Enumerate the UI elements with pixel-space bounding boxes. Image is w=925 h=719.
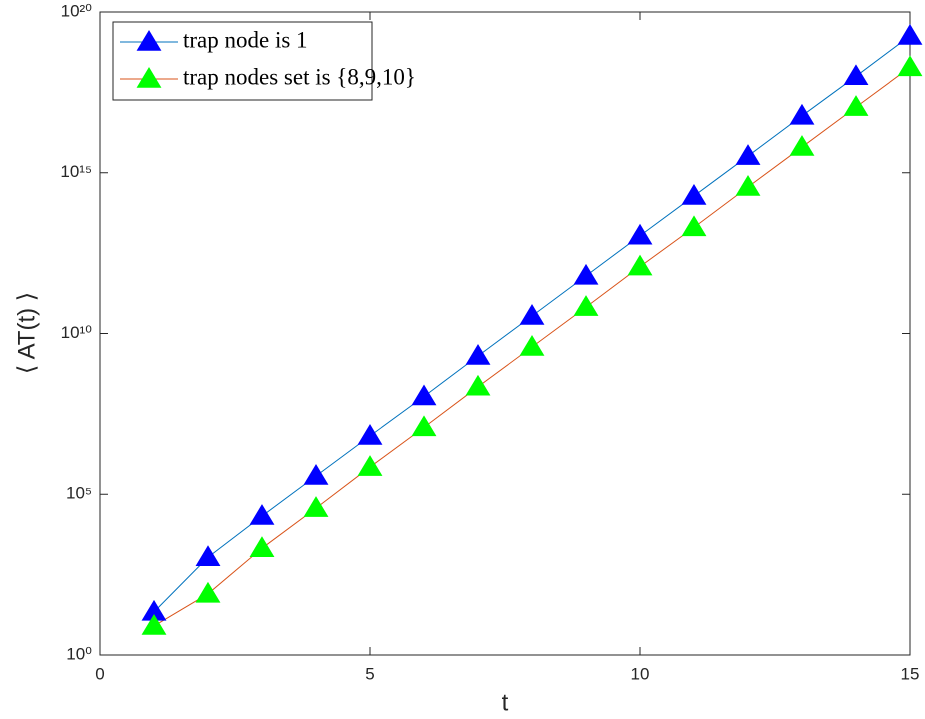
marker xyxy=(735,144,761,165)
marker xyxy=(249,536,275,557)
x-tick-label: 10 xyxy=(631,664,650,683)
x-axis-label: t xyxy=(502,689,509,716)
marker xyxy=(681,183,707,205)
marker xyxy=(249,504,275,525)
marker xyxy=(195,581,221,603)
legend-label: trap node is 1 xyxy=(183,27,308,52)
marker xyxy=(735,175,761,196)
marker xyxy=(357,423,383,445)
marker xyxy=(303,496,329,517)
legend-marker xyxy=(136,30,162,51)
marker xyxy=(843,64,869,86)
y-tick-label: 10¹⁵ xyxy=(60,162,92,181)
y-tick-label: 10⁵ xyxy=(66,484,92,503)
y-axis-label: ⟨ AT(t) ⟩ xyxy=(13,292,40,374)
y-tick-label: 10⁰ xyxy=(66,644,92,663)
marker xyxy=(627,254,653,276)
y-tick-label: 10¹⁰ xyxy=(61,323,93,342)
marker xyxy=(411,415,437,437)
marker xyxy=(141,613,167,635)
marker xyxy=(627,223,653,245)
x-tick-label: 0 xyxy=(95,664,104,683)
marker xyxy=(573,263,599,285)
marker xyxy=(843,95,869,116)
marker xyxy=(303,464,329,485)
marker xyxy=(519,335,545,356)
marker xyxy=(357,455,383,476)
legend-label: trap nodes set is {8,9,10} xyxy=(183,64,416,89)
marker xyxy=(789,135,815,156)
marker xyxy=(465,344,491,365)
x-tick-label: 5 xyxy=(365,664,374,683)
marker xyxy=(519,304,545,325)
marker xyxy=(465,374,491,396)
legend-marker xyxy=(136,67,162,88)
marker xyxy=(573,295,599,316)
marker xyxy=(411,384,437,406)
marker xyxy=(195,545,221,566)
plot-area xyxy=(99,11,911,656)
marker xyxy=(897,55,923,77)
marker xyxy=(681,215,707,237)
x-tick-label: 15 xyxy=(901,664,920,683)
marker xyxy=(897,23,923,45)
marker xyxy=(789,103,815,125)
y-tick-label: 10²⁰ xyxy=(61,1,93,20)
